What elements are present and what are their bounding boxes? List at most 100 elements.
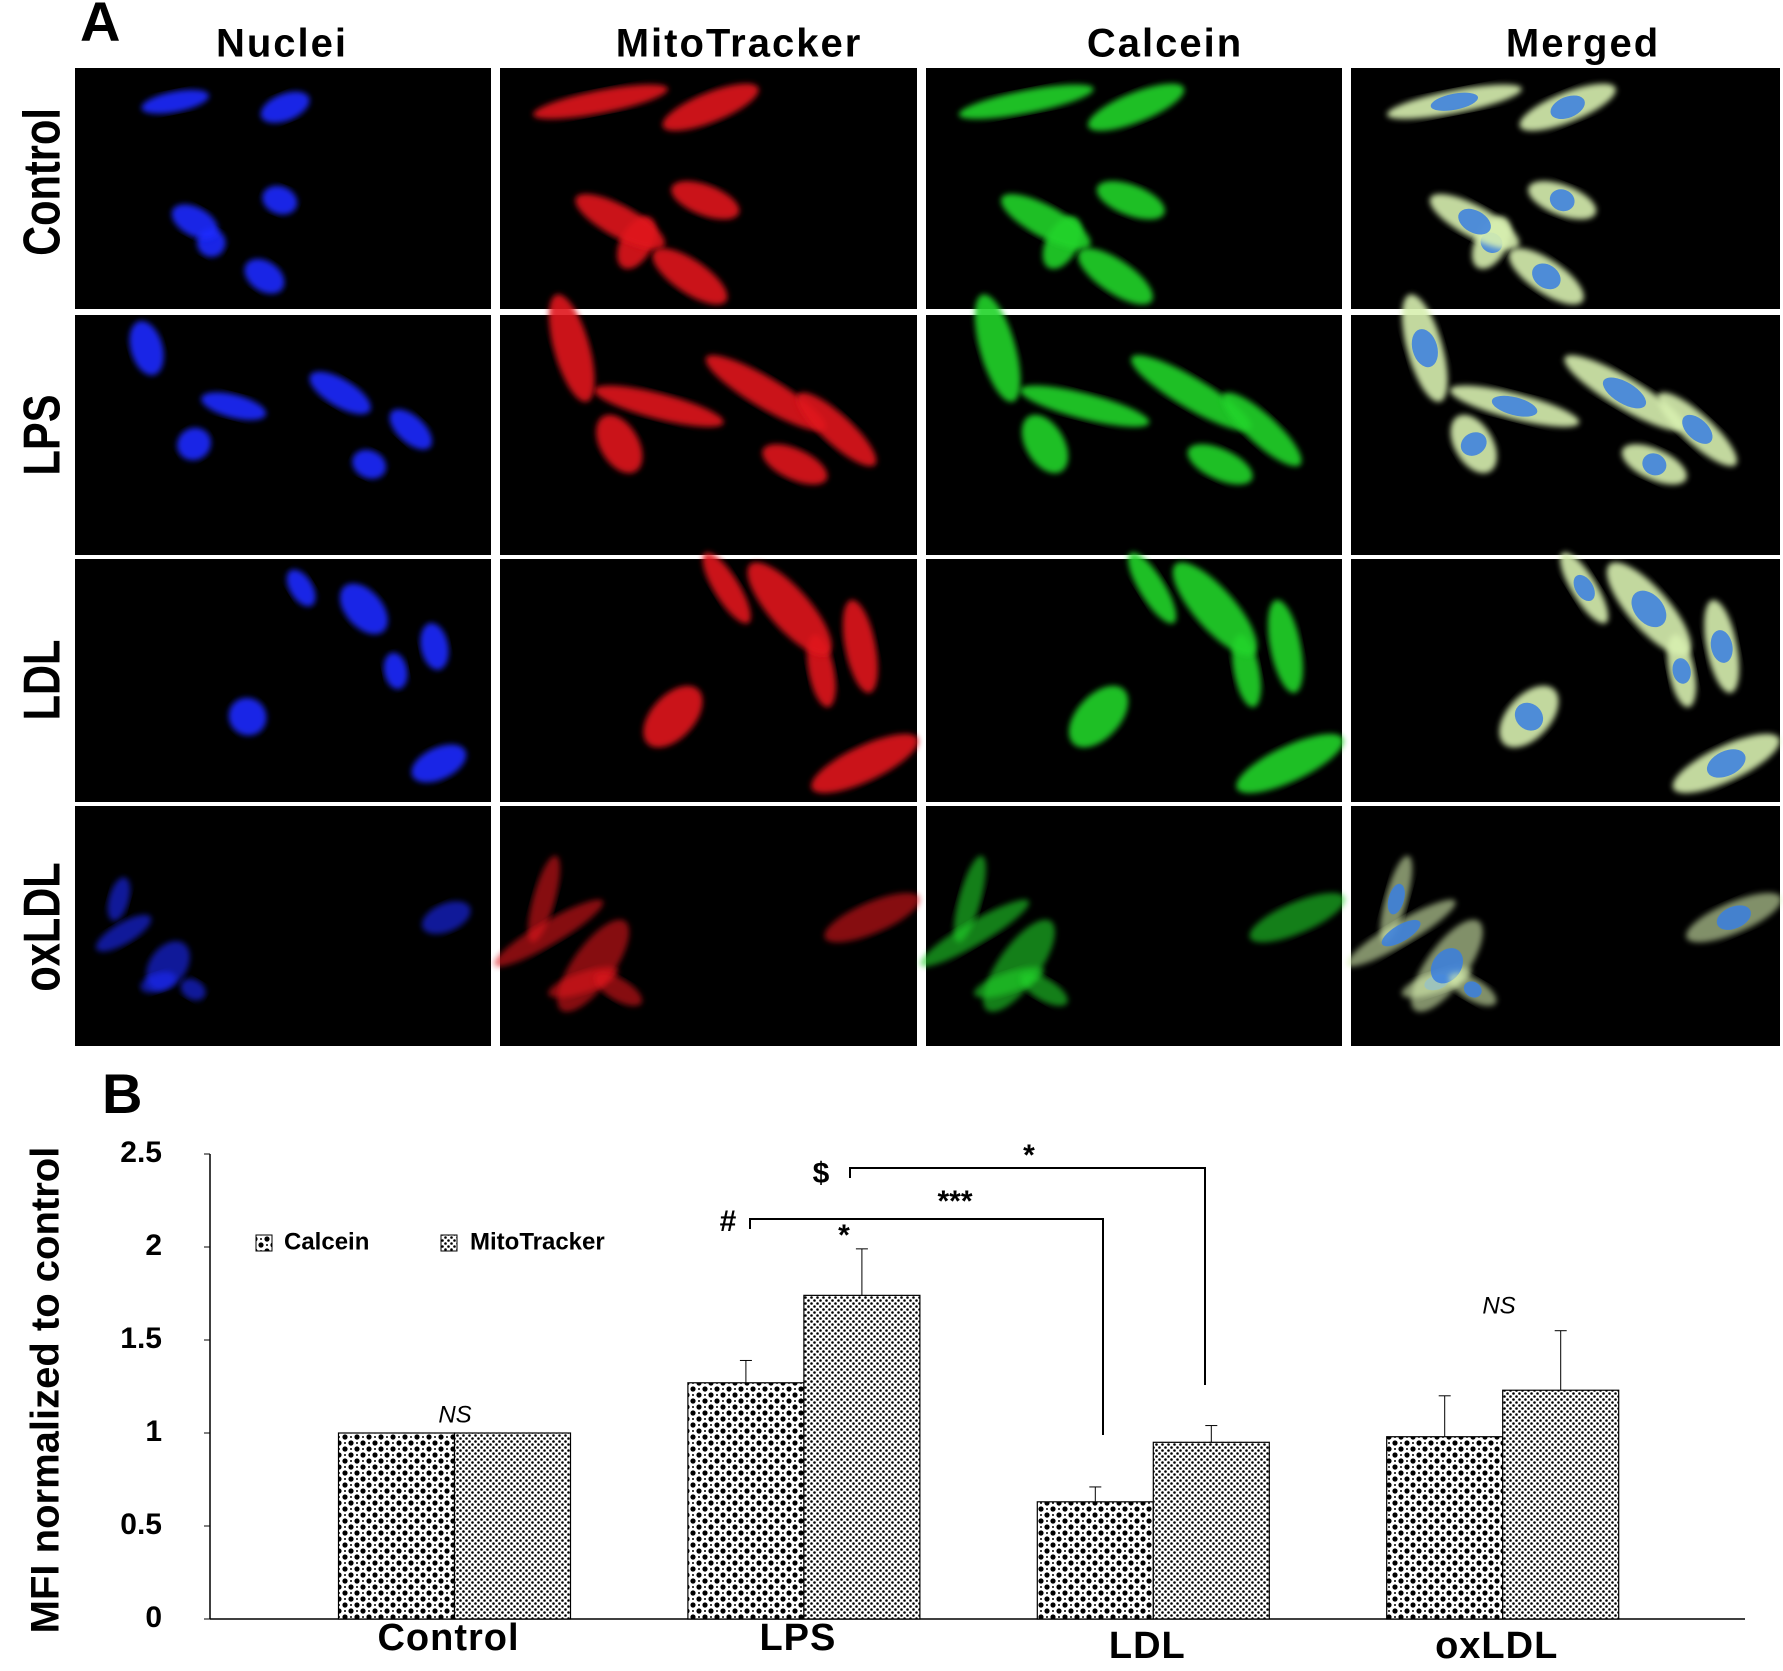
cell [177, 427, 212, 461]
cells [141, 89, 310, 294]
cells [958, 83, 1185, 305]
row-label: LPS [12, 395, 71, 476]
nucleus [1631, 590, 1667, 628]
cell [286, 569, 316, 607]
cells [974, 294, 1302, 485]
nucleus [1682, 414, 1713, 444]
cell [594, 972, 643, 1006]
cell [411, 744, 467, 783]
cell [796, 392, 877, 467]
nucleus [1550, 95, 1585, 120]
cell [1267, 599, 1304, 693]
legend-swatch [255, 1234, 273, 1252]
cell [260, 91, 310, 123]
nucleus [1463, 981, 1482, 998]
legend-swatch [440, 1234, 458, 1252]
nucleus [1491, 395, 1538, 417]
cell [953, 855, 986, 943]
cell [339, 583, 388, 635]
cell [1172, 562, 1258, 656]
cells [228, 569, 467, 783]
bar [1502, 1389, 1620, 1620]
bracket [849, 1167, 1206, 1385]
column-header: Merged [1506, 22, 1660, 66]
cells [1346, 855, 1782, 1012]
cell [146, 941, 190, 991]
cell [575, 193, 665, 250]
nucleus [1706, 749, 1746, 778]
nucleus [1430, 92, 1479, 111]
cells [129, 321, 433, 479]
cell [652, 248, 728, 305]
y-tick-label: 1 [145, 1415, 162, 1448]
cell [594, 385, 724, 427]
bar [1152, 1441, 1270, 1620]
cell [1001, 193, 1091, 250]
x-tick-label: LPS [759, 1617, 836, 1659]
cells [1068, 552, 1344, 794]
annotation: NS [1482, 1292, 1515, 1319]
cell [171, 204, 218, 239]
nucleus [1573, 574, 1595, 602]
nucleus [1460, 432, 1487, 456]
x-tick-label: Control [377, 1617, 519, 1659]
bar [1386, 1436, 1504, 1620]
cell [95, 914, 152, 952]
y-tick-label: 2.5 [120, 1136, 162, 1169]
y-tick-label: 2 [145, 1229, 162, 1262]
annotation: *** [937, 1185, 972, 1218]
cell [309, 371, 371, 415]
cell [201, 392, 267, 421]
annotation: # [720, 1205, 737, 1238]
cell [180, 978, 206, 1001]
cell [494, 899, 604, 967]
nucleus [1532, 263, 1561, 290]
bar [687, 1382, 805, 1620]
legend-label: MitoTracker [470, 1228, 605, 1255]
y-axis-label: MFI normalized to control [24, 1147, 68, 1634]
row-label: Control [12, 108, 71, 256]
column-header: Nuclei [216, 22, 348, 66]
bar [1036, 1501, 1154, 1620]
nucleus [1549, 189, 1575, 212]
cell [421, 901, 471, 934]
cell [974, 294, 1021, 402]
cell [352, 449, 387, 479]
cells [1499, 552, 1780, 794]
cell [141, 89, 209, 114]
cell [596, 414, 643, 474]
cell [107, 877, 131, 921]
cell [842, 599, 878, 693]
cell [533, 84, 668, 119]
cell [747, 562, 832, 656]
cell [129, 321, 164, 376]
y-tick-label: 1.5 [120, 1322, 162, 1355]
cell [228, 697, 267, 736]
cell [1187, 444, 1253, 485]
cells [533, 83, 759, 305]
nucleus [1387, 883, 1405, 915]
row-label: oxLDL [12, 862, 71, 991]
bar [803, 1294, 921, 1620]
nucleus [1642, 453, 1667, 476]
cell [528, 855, 561, 943]
cell [920, 899, 1030, 967]
nucleus [1602, 377, 1647, 409]
cell [1087, 83, 1185, 131]
cell [383, 652, 408, 690]
bracket [749, 1218, 1104, 1435]
cell [262, 185, 298, 215]
row-label: LDL [12, 640, 71, 721]
nucleus [1710, 630, 1733, 663]
cell [705, 355, 826, 431]
cells [1386, 83, 1616, 305]
cell [557, 919, 630, 1012]
cells [643, 552, 919, 794]
cells [1402, 294, 1738, 485]
annotation: NS [438, 1401, 471, 1428]
annotation: * [838, 1219, 850, 1252]
nucleus [1716, 905, 1751, 930]
bar [337, 1432, 456, 1620]
cell [244, 258, 285, 294]
